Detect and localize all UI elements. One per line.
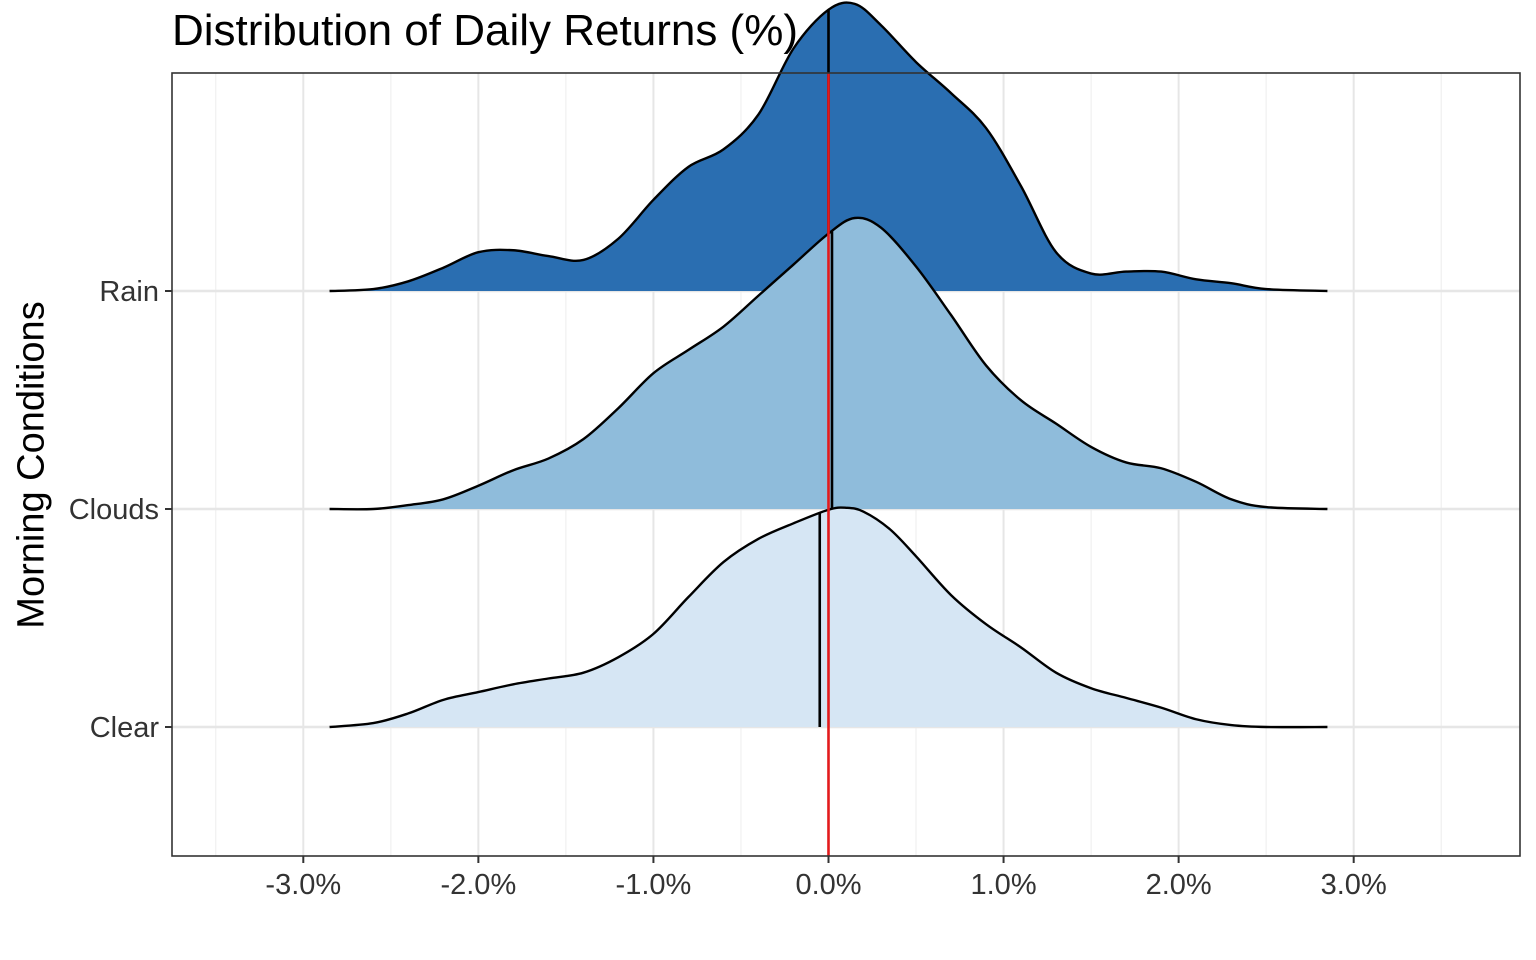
y-tick-label-clouds: Clouds xyxy=(69,494,159,526)
y-tick-label-clear: Clear xyxy=(90,712,160,744)
x-tick-label: -1.0% xyxy=(616,869,692,901)
x-tick-label: -3.0% xyxy=(265,869,341,901)
y-tick-label-rain: Rain xyxy=(99,276,159,308)
chart-title: Distribution of Daily Returns (%) xyxy=(172,6,798,55)
panel-border xyxy=(171,72,1521,857)
x-tick-label: 2.0% xyxy=(1146,869,1212,901)
ridge-outline-clear xyxy=(329,506,1328,729)
x-tick-label: 3.0% xyxy=(1321,869,1387,901)
ridge-outline-rain xyxy=(329,1,1328,293)
x-tick-label: 0.0% xyxy=(795,869,861,901)
x-tick-label: -2.0% xyxy=(440,869,516,901)
x-tick-label: 1.0% xyxy=(971,869,1037,901)
